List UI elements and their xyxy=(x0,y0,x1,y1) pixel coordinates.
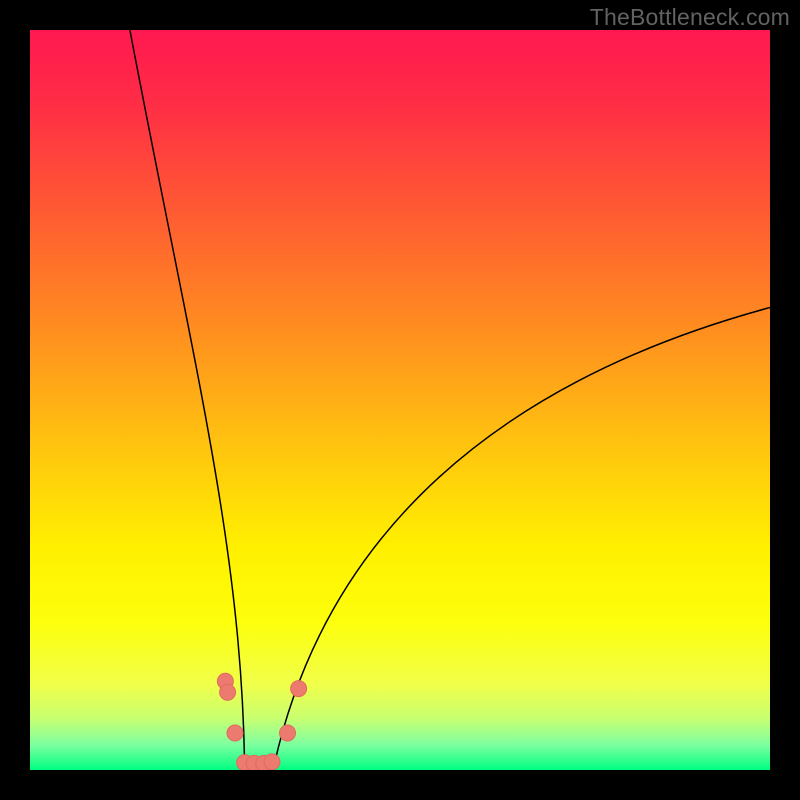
data-marker xyxy=(291,681,307,697)
chart-root: TheBottleneck.com xyxy=(0,0,800,800)
watermark-text: TheBottleneck.com xyxy=(590,4,790,31)
data-markers xyxy=(30,30,770,770)
data-marker xyxy=(280,725,296,741)
data-marker xyxy=(220,684,236,700)
data-marker xyxy=(264,754,280,770)
data-marker xyxy=(227,725,243,741)
marker-group xyxy=(217,673,306,770)
